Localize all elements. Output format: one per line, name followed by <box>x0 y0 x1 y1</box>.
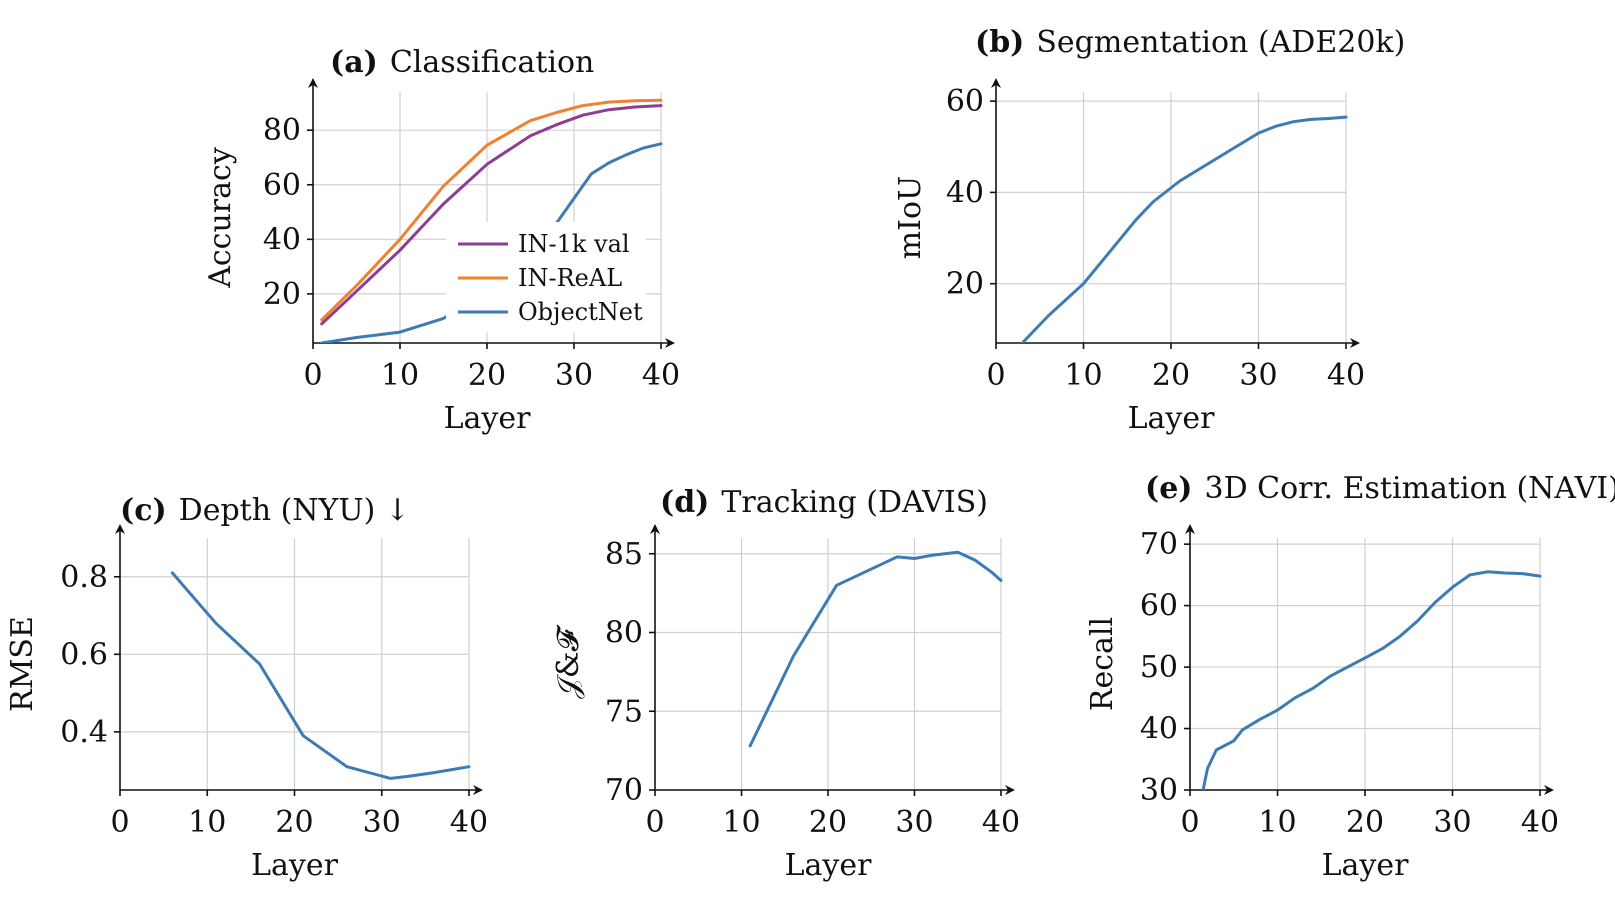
y-tick-label: 40 <box>1140 712 1178 747</box>
x-axis-label: Layer <box>444 401 532 436</box>
y-axis-label: Recall <box>1085 617 1120 711</box>
y-tick-label: 70 <box>1140 527 1178 562</box>
y-tick-label: 40 <box>263 222 301 257</box>
x-axis-label: Layer <box>1322 848 1410 883</box>
legend-entry-label: IN-1k val <box>518 230 630 258</box>
chart-title-tag: (e) <box>1145 471 1192 506</box>
x-tick-label: 40 <box>1327 358 1365 393</box>
x-tick-label: 20 <box>1346 805 1384 840</box>
chart-title-text: Tracking (DAVIS) <box>721 485 988 520</box>
y-tick-label: 60 <box>1140 589 1178 624</box>
y-axis-arrow-icon <box>991 78 1001 88</box>
y-axis-arrow-icon <box>308 78 318 88</box>
x-tick-label: 40 <box>450 805 488 840</box>
y-axis-label: 𝒥&𝓕 <box>551 624 586 698</box>
x-tick-label: 10 <box>381 358 419 393</box>
y-tick-label: 70 <box>605 773 643 808</box>
series-line-in-1k-val <box>320 104 663 326</box>
chart-title-tag: (b) <box>975 25 1024 60</box>
x-tick-label: 10 <box>188 805 226 840</box>
x-tick-label: 30 <box>1433 805 1471 840</box>
x-tick-label: 0 <box>986 358 1005 393</box>
x-axis-label: Layer <box>785 848 873 883</box>
y-tick-label: 30 <box>1140 773 1178 808</box>
x-axis-label: Layer <box>251 848 339 883</box>
x-tick-label: 10 <box>1064 358 1102 393</box>
y-axis-label: mIoU <box>893 176 928 260</box>
x-tick-label: 30 <box>363 805 401 840</box>
x-axis-arrow-icon <box>1544 785 1554 795</box>
chart-c: 0 10 20 30 40 0.4 0.6 0.8 (c) Depth (NYU) ↓ Layer R… <box>5 493 488 883</box>
chart-title-text: Segmentation (ADE20k) <box>1036 25 1405 60</box>
chart-e: 0 10 20 30 40 30 40 50 60 70 (e) 3D Corr. Estimatio… <box>1085 471 1615 883</box>
chart-b: 0 10 20 30 40 20 40 60 (b) Segmentation (ADE20k) L… <box>893 25 1405 436</box>
chart-title: (c) Depth (NYU) ↓ <box>120 493 410 528</box>
chart-title-text: 3D Corr. Estimation (NAVI) <box>1204 471 1615 506</box>
x-tick-label: 0 <box>645 805 664 840</box>
chart-title: (d) Tracking (DAVIS) <box>660 485 988 520</box>
y-tick-label: 75 <box>605 694 643 729</box>
series-line-b <box>1020 115 1348 343</box>
x-tick-label: 40 <box>642 358 680 393</box>
series-line-e <box>1201 570 1542 790</box>
x-axis-arrow-icon <box>1350 338 1360 348</box>
x-tick-label: 0 <box>1180 805 1199 840</box>
y-tick-label: 60 <box>263 168 301 203</box>
y-tick-label: 40 <box>946 175 984 210</box>
x-tick-label: 10 <box>722 805 760 840</box>
chart-title: (e) 3D Corr. Estimation (NAVI) <box>1145 471 1615 506</box>
x-tick-label: 20 <box>468 358 506 393</box>
y-tick-label: 20 <box>946 267 984 302</box>
y-tick-label: 0.8 <box>60 560 108 595</box>
x-axis-arrow-icon <box>665 338 675 348</box>
x-tick-label: 20 <box>1152 358 1190 393</box>
y-axis-arrow-icon <box>115 524 125 534</box>
chart-a: 0 10 20 30 40 20 40 60 80 (a) Classification Layer A… <box>203 45 680 436</box>
series-line-d <box>748 550 1003 748</box>
x-tick-label: 20 <box>809 805 847 840</box>
x-tick-label: 20 <box>275 805 313 840</box>
x-tick-label: 30 <box>555 358 593 393</box>
chart-title: (a) Classification <box>330 45 594 80</box>
x-tick-label: 30 <box>895 805 933 840</box>
series-line-c <box>170 571 471 780</box>
x-axis-label: Layer <box>1128 401 1216 436</box>
y-tick-label: 50 <box>1140 650 1178 685</box>
x-tick-label: 0 <box>110 805 129 840</box>
x-tick-label: 40 <box>982 805 1020 840</box>
y-axis-arrow-icon <box>650 524 660 534</box>
y-tick-label: 60 <box>946 84 984 119</box>
x-tick-label: 30 <box>1239 358 1277 393</box>
chart-title-tag: (d) <box>660 485 709 520</box>
x-tick-label: 40 <box>1521 805 1559 840</box>
chart-title-text: Depth (NYU) ↓ <box>179 493 410 528</box>
chart-title-text: Classification <box>390 45 595 80</box>
legend-entry-label: ObjectNet <box>518 298 643 326</box>
x-axis-arrow-icon <box>1005 785 1015 795</box>
chart-d: 0 10 20 30 40 70 75 80 85 (d) Tracking (DAVIS) Laye… <box>551 485 1020 883</box>
y-tick-label: 80 <box>263 113 301 148</box>
y-tick-label: 0.6 <box>60 637 108 672</box>
x-tick-label: 10 <box>1258 805 1296 840</box>
y-tick-label: 80 <box>605 616 643 651</box>
y-axis-arrow-icon <box>1185 524 1195 534</box>
x-tick-label: 0 <box>303 358 322 393</box>
chart-title: (b) Segmentation (ADE20k) <box>975 25 1405 60</box>
chart-title-tag: (a) <box>330 45 378 80</box>
legend: IN-1k val IN-ReAL ObjectNet <box>446 222 646 332</box>
y-tick-label: 20 <box>263 277 301 312</box>
legend-entry-label: IN-ReAL <box>518 264 622 292</box>
series-line-in-real <box>320 98 663 322</box>
y-axis-label: RMSE <box>5 616 40 712</box>
x-axis-arrow-icon <box>473 785 483 795</box>
y-axis-label: Accuracy <box>203 147 238 289</box>
y-tick-label: 85 <box>605 537 643 572</box>
chart-title-tag: (c) <box>120 493 167 528</box>
y-tick-label: 0.4 <box>60 715 108 750</box>
